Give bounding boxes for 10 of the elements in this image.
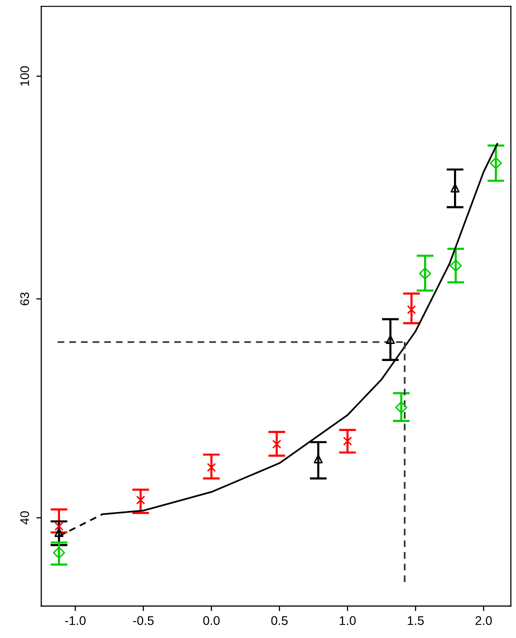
x-tick-label: -0.5 [133, 616, 154, 626]
x-tick-label: 2.0 [476, 616, 492, 626]
x-tick-label: 0.0 [203, 616, 220, 626]
x-tick-label: 1.5 [408, 616, 424, 626]
x-tick-label: 1.0 [340, 616, 356, 626]
y-tick-label: 100 [20, 66, 30, 86]
x-tick-label: 0.5 [271, 616, 288, 626]
x-tick-label: -1.0 [65, 616, 86, 626]
y-tick-label: 63 [20, 292, 30, 306]
y-tick-label: 40 [20, 511, 30, 524]
